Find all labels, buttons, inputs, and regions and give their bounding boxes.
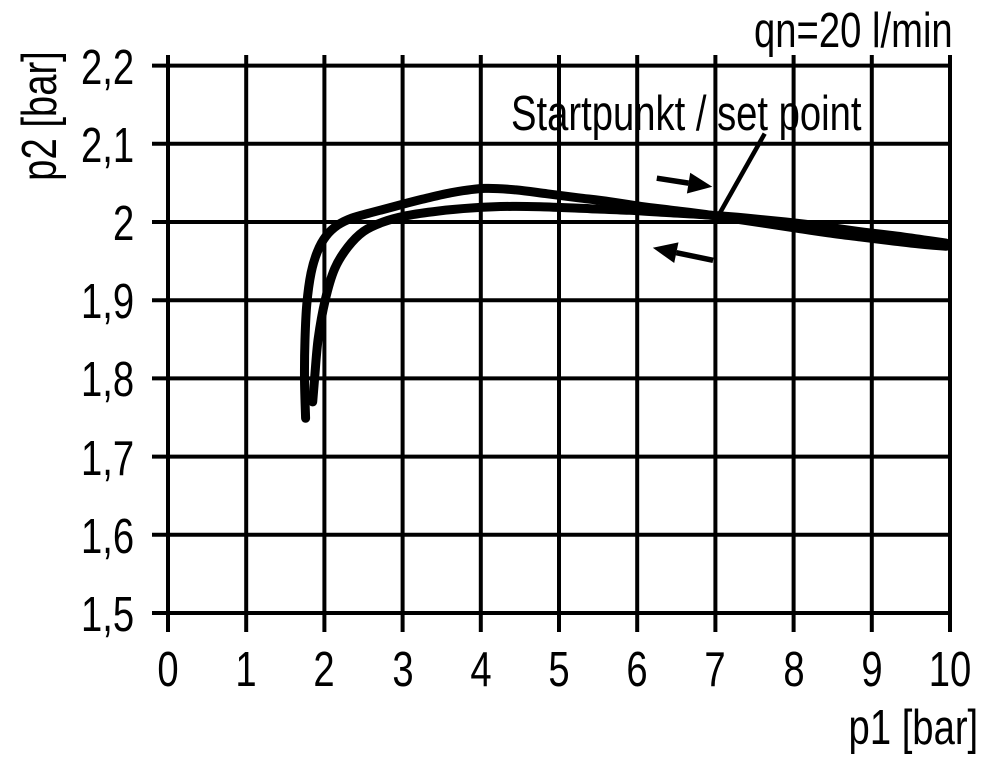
x-axis-title: p1 [bar] bbox=[848, 701, 978, 755]
x-tick-label: 6 bbox=[626, 643, 648, 697]
y-tick-label: 2 bbox=[112, 197, 134, 251]
x-tick-label: 10 bbox=[928, 643, 972, 697]
y-tick-label: 1,9 bbox=[80, 275, 134, 330]
y-tick-label: 1,5 bbox=[80, 588, 134, 642]
x-tick-label: 7 bbox=[704, 643, 727, 697]
x-tick-label: 8 bbox=[782, 643, 805, 697]
x-tick-label: 0 bbox=[157, 643, 179, 697]
y-tick-label: 1,6 bbox=[80, 509, 134, 564]
y-tick-label: 1,7 bbox=[80, 431, 134, 486]
y-tick-label: 2,1 bbox=[80, 118, 134, 173]
gridlines bbox=[152, 55, 952, 632]
curve-decreasing-p1 bbox=[308, 201, 951, 407]
x-tick-label: 3 bbox=[391, 643, 414, 697]
curve-increasing-p1 bbox=[299, 183, 951, 423]
y-tick-label: 1,8 bbox=[80, 353, 134, 408]
direction-arrow-left bbox=[652, 242, 714, 263]
x-tick-label: 9 bbox=[861, 643, 883, 697]
set-point-annotation: Startpunkt / set point bbox=[511, 87, 862, 141]
x-tick-label: 1 bbox=[235, 643, 257, 697]
x-tick-label: 2 bbox=[313, 643, 336, 697]
x-tick-label: 4 bbox=[470, 643, 492, 697]
y-axis-title: p2 [bar] bbox=[13, 51, 67, 181]
y-tick-label: 2,2 bbox=[80, 40, 134, 95]
direction-arrow-right bbox=[656, 172, 713, 194]
set-point-leader-line bbox=[718, 132, 767, 214]
x-tick-label: 5 bbox=[548, 643, 570, 697]
flow-rate-label: qn=20 l/min bbox=[754, 4, 953, 58]
